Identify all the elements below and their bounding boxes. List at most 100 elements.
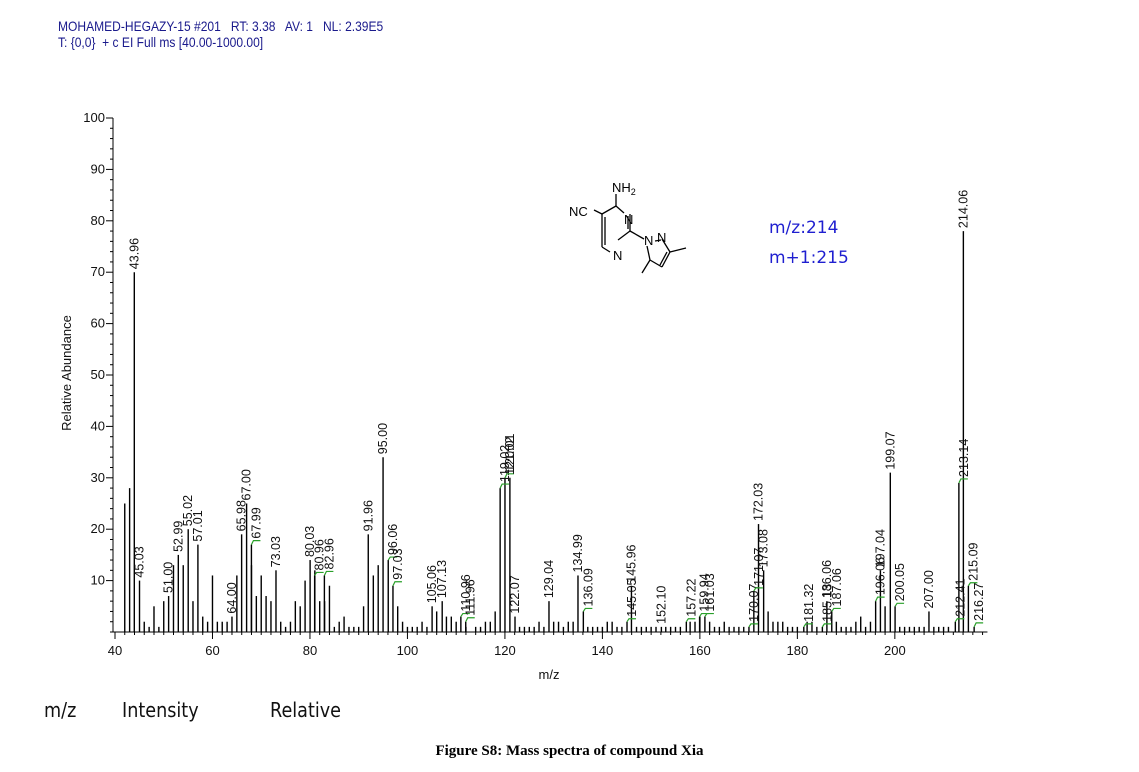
peak-label: 80.96	[313, 539, 327, 570]
y-tick-label: 30	[91, 470, 105, 485]
peak-label-leader	[387, 556, 398, 561]
peak-label: 207.00	[922, 570, 936, 608]
peak-label-leader	[323, 570, 334, 576]
peak-label: 136.09	[581, 568, 595, 606]
peak-label: 200.05	[893, 563, 907, 601]
y-tick-label: 70	[91, 264, 105, 279]
peak-label: 212.41	[953, 578, 967, 616]
peak-label-leader	[704, 612, 714, 617]
peak-label-leader	[973, 622, 984, 628]
peak-label: 172.03	[752, 483, 766, 521]
peak-label: 55.02	[181, 495, 195, 526]
x-axis-label: m/z	[539, 667, 560, 682]
peak-label-leader	[954, 618, 965, 623]
peak-label: 110.96	[459, 574, 473, 611]
peak-label: 186.06	[820, 560, 834, 598]
y-tick-label: 50	[91, 367, 105, 382]
x-tick-label: 160	[689, 643, 711, 658]
peak-label: 181.32	[802, 584, 816, 622]
peak-label-leader	[831, 607, 841, 612]
structure-label-n1: N	[624, 212, 633, 227]
peak-label: 161.03	[703, 573, 717, 611]
peak-label: 129.04	[542, 560, 556, 598]
peak-label: 107.13	[435, 560, 449, 598]
peak-label-leader	[753, 587, 763, 592]
structure-label-n2: N	[613, 248, 622, 263]
peak-label: 73.03	[269, 536, 283, 567]
y-axis-label: Relative Abundance	[59, 315, 74, 431]
annotation-m-plus-1: m+1:215	[769, 248, 849, 268]
peak-label: 187.06	[830, 568, 844, 606]
column-label-relative: Relative	[270, 698, 341, 722]
peak-label: 67.00	[240, 469, 254, 500]
y-tick-label: 20	[91, 521, 105, 536]
peak-label: 80.03	[303, 526, 317, 557]
peak-label: 170.07	[747, 584, 761, 622]
peak-label: 216.27	[972, 583, 986, 621]
peak-label-leader	[582, 607, 593, 612]
molecule-structure-diagram: NH2 NC N N N N	[569, 180, 687, 274]
peak-label: 51.00	[162, 562, 176, 593]
peak-label: 64.00	[225, 582, 239, 613]
x-tick-label: 80	[303, 643, 317, 658]
structure-label-n4: N	[657, 230, 666, 245]
peak-label: 119.02	[498, 445, 512, 482]
y-tick-label: 90	[91, 161, 105, 176]
peak-label: 134.99	[571, 534, 585, 572]
figure-caption: Figure S8: Mass spectra of compound Xia	[435, 743, 704, 759]
peak-label-leader	[460, 612, 470, 617]
peak-label-leader	[894, 602, 905, 607]
x-tick-label: 120	[494, 643, 516, 658]
peak-label-leader	[821, 623, 832, 628]
peak-label: 122.07	[508, 575, 522, 613]
scan-header-line1: MOHAMED-HEGAZY-15 #201 RT: 3.38 AV: 1 NL…	[58, 18, 384, 34]
annotation-mz: m/z:214	[769, 218, 839, 238]
peak-label: 213.14	[957, 439, 971, 477]
peak-label-leader	[967, 582, 978, 587]
peak-label-leader	[748, 623, 758, 628]
peak-label: 95.00	[376, 423, 390, 454]
peak-label: 111.96	[464, 579, 478, 615]
peak-label: 43.96	[127, 238, 141, 269]
peak-label: 215.09	[966, 542, 980, 580]
peak-label-leader	[314, 571, 324, 576]
y-tick-label: 40	[91, 418, 105, 433]
peak-label: 97.03	[391, 548, 405, 579]
peak-label: 171.07	[752, 548, 766, 586]
peak-label-leader	[685, 618, 696, 623]
column-label-intensity: Intensity	[122, 698, 199, 722]
peak-bars	[124, 231, 975, 632]
peak-label: 214.06	[956, 190, 970, 228]
y-tick-label: 10	[91, 573, 105, 588]
y-tick-label: 80	[91, 213, 105, 228]
x-tick-label: 200	[884, 643, 906, 658]
peak-label-leader	[499, 483, 510, 489]
structure-label-nc: NC	[569, 204, 588, 219]
scan-header-line2: T: {0,0} + c EI Full ms [40.00-1000.00]	[58, 34, 264, 50]
x-tick-label: 100	[397, 643, 419, 658]
peak-label: 185.13	[820, 584, 834, 622]
peak-label: 157.22	[684, 578, 698, 616]
peak-label: 67.99	[249, 507, 263, 538]
peak-label: 173.08	[757, 529, 771, 567]
peak-label: 45.03	[133, 546, 147, 577]
peak-label: 145.05	[625, 578, 639, 616]
peak-label-leader	[875, 596, 885, 602]
peak-label: 105.06	[425, 565, 439, 603]
peak-label: 121.02	[503, 437, 517, 475]
x-tick-label: 40	[108, 643, 122, 658]
peak-label: 96.06	[386, 524, 400, 555]
peak-label: 196.06	[874, 557, 888, 595]
peak-label: 52.99	[171, 521, 185, 552]
peak-label: 199.07	[883, 431, 897, 469]
peak-label: 159.94	[698, 573, 712, 611]
peak-label: 145.96	[624, 544, 638, 582]
y-tick-label: 100	[83, 110, 105, 125]
x-tick-label: 140	[592, 643, 614, 658]
peak-label-leader	[465, 617, 475, 622]
peak-label: 91.96	[361, 500, 375, 531]
peak-label-leader	[626, 618, 637, 623]
structure-label-n3: N	[644, 233, 653, 248]
